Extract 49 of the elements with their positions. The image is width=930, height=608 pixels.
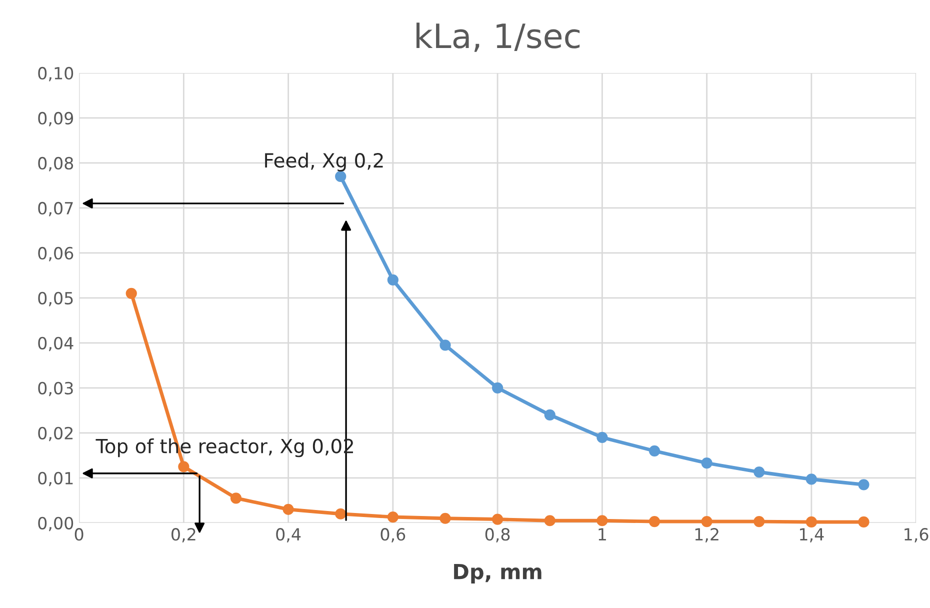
point: [178, 461, 190, 472]
y-tick-label: 0,02: [38, 426, 73, 442]
point: [544, 409, 556, 420]
point: [492, 514, 504, 525]
y-tick-label: 0,03: [38, 382, 73, 396]
point: [596, 432, 608, 443]
point: [335, 508, 346, 520]
point: [806, 516, 817, 528]
y-tick-label: 0,01: [38, 472, 73, 486]
point: [596, 515, 608, 526]
x-tick-label: 0,6: [380, 528, 406, 542]
y-tick-label: 0,00: [38, 516, 74, 532]
y-tick-label: 0,09: [38, 112, 74, 126]
point: [387, 274, 398, 286]
x-axis-title: Dp, mm: [454, 564, 542, 584]
point: [440, 512, 451, 524]
y-tick-label: 0,04: [38, 336, 74, 352]
y-tick-label: 0,08: [38, 156, 74, 172]
point: [126, 288, 137, 299]
point: [858, 479, 870, 490]
x-tick-label: 0,8: [485, 528, 510, 542]
point: [648, 516, 660, 528]
x-tick-label: 0: [74, 528, 84, 541]
point: [806, 474, 817, 485]
annotation: Feed, Xg 0,2: [265, 152, 383, 172]
point: [648, 445, 660, 456]
point: [701, 457, 712, 469]
y-tick-label: 0,10: [38, 66, 74, 82]
x-tick-label: 1,4: [800, 528, 824, 542]
x-tick-label: 1: [598, 528, 606, 540]
x-tick-label: 0,4: [276, 528, 301, 542]
y-tick-label: 0,06: [38, 246, 74, 262]
point: [440, 340, 451, 351]
point: [701, 516, 712, 528]
point: [544, 515, 556, 526]
point: [858, 516, 870, 528]
x-tick-label: 0,2: [172, 528, 196, 542]
point: [754, 516, 765, 528]
point: [492, 382, 504, 394]
y-tick-label: 0,07: [38, 202, 73, 216]
point: [754, 466, 765, 478]
x-tick-label: 1,6: [904, 528, 928, 542]
point: [387, 511, 398, 523]
y-tick-label: 0,05: [38, 292, 73, 306]
chart-title: kLa, 1/sec: [416, 22, 580, 52]
x-tick-label: 1,2: [695, 528, 718, 542]
point: [335, 170, 346, 182]
point: [230, 492, 242, 504]
point: [282, 504, 294, 515]
